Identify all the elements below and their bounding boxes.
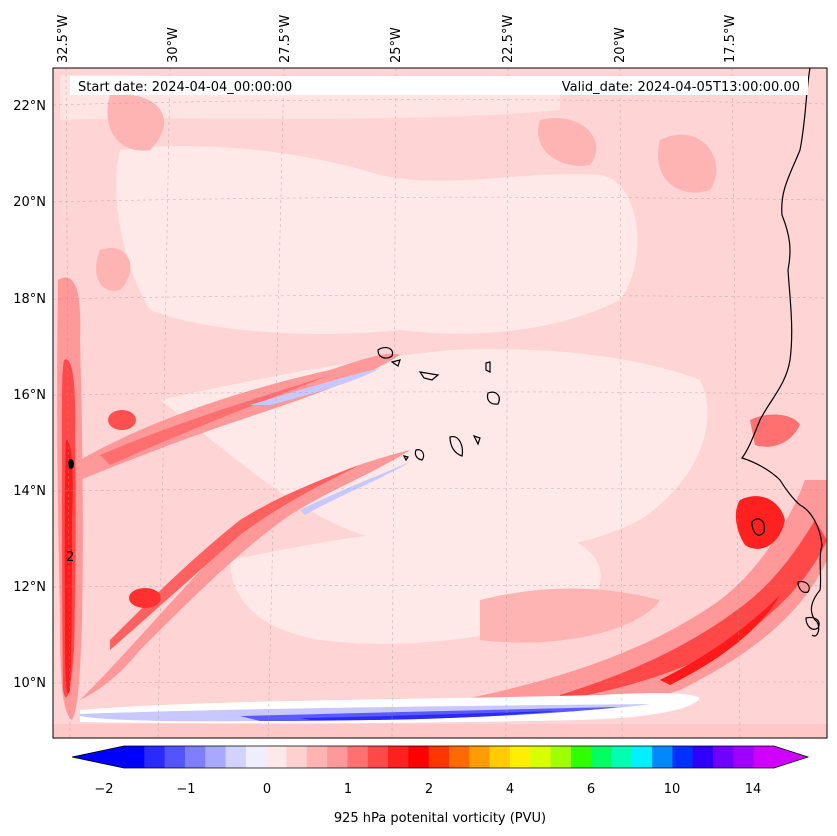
lat-label: 22°N <box>13 99 46 114</box>
lon-label: 22.5°W <box>501 15 516 63</box>
colorbar-segment <box>672 746 694 768</box>
colorbar-segment <box>652 746 674 768</box>
colorbar-segment <box>286 746 308 768</box>
lon-label: 25°W <box>389 27 404 63</box>
lat-label: 12°N <box>13 580 46 595</box>
colorbar-tick: −2 <box>94 782 113 797</box>
colorbar-segment <box>367 746 389 768</box>
colorbar-segment <box>205 746 227 768</box>
map-panel <box>53 68 827 738</box>
map-gridlines <box>53 68 827 738</box>
island-maio <box>472 434 481 446</box>
lat-label: 18°N <box>13 292 46 307</box>
island-fogo <box>414 449 425 461</box>
colorbar-segment <box>591 746 613 768</box>
colorbar-segment <box>469 746 491 768</box>
map-frame <box>52 67 828 739</box>
colorbar-segment <box>449 746 470 768</box>
colorbar-min-extension <box>72 746 124 768</box>
pv-western-band <box>57 277 83 720</box>
lat-label: 16°N <box>13 388 46 403</box>
lon-label: 17.5°W <box>723 15 738 63</box>
colorbar-segment <box>164 746 186 768</box>
colorbar-outline <box>71 745 810 769</box>
colorbar-tick: 2 <box>425 782 433 797</box>
colorbar-ticks: −2 −1 0 1 2 4 6 10 14 <box>94 782 761 797</box>
colorbar-tick: 0 <box>263 782 271 797</box>
date-header-box <box>70 76 808 95</box>
pv-northern-diagonal <box>80 353 400 480</box>
colorbar-segment <box>408 746 430 768</box>
colorbar-segment <box>327 746 349 768</box>
colorbar-segment <box>753 746 775 768</box>
coastline <box>377 68 823 637</box>
colorbar-segment <box>713 746 734 768</box>
lon-label: 20°W <box>613 27 628 63</box>
lon-label: 27.5°W <box>278 15 293 63</box>
island-boa-vista <box>486 391 500 405</box>
island-brava <box>402 455 409 462</box>
valid-date-label: Valid_date: 2024-04-05T13:00:00.00 <box>562 80 800 95</box>
pv-southeast-band <box>460 414 827 712</box>
colorbar-tick: −1 <box>176 782 195 797</box>
colorbar-segment <box>347 746 369 768</box>
colorbar-label: 925 hPa potenital vorticity (PVU) <box>334 811 546 826</box>
colorbar-segment <box>570 746 592 768</box>
colorbar-segment <box>306 746 328 768</box>
lat-label: 14°N <box>13 484 46 499</box>
colorbar-segment <box>692 746 714 768</box>
contour-label: 2 <box>66 550 74 565</box>
colorbar-segment <box>611 746 633 768</box>
colorbar-segment <box>144 746 166 768</box>
colorbar-tick: 14 <box>745 782 762 797</box>
island-bijagos <box>751 518 765 536</box>
colorbar-segment <box>631 746 653 768</box>
latitude-labels: 22°N 20°N 18°N 16°N 14°N 12°N 10°N <box>13 99 46 691</box>
west-africa-coastline <box>741 68 823 637</box>
colorbar-max-extension <box>774 746 808 768</box>
colorbar-tick: 6 <box>587 782 595 797</box>
colorbar-segment <box>733 746 755 768</box>
colorbar-segment <box>489 746 511 768</box>
colorbar-segment <box>388 746 409 768</box>
colorbar-tick: 10 <box>664 782 681 797</box>
colorbar-segment <box>530 746 552 768</box>
colorbar <box>71 745 810 769</box>
island-sal <box>485 361 491 373</box>
pv-medium-regions <box>96 94 717 643</box>
colorbar-segment <box>266 746 288 768</box>
colorbar-tick: 1 <box>344 782 352 797</box>
island-sao-vicente <box>390 359 401 367</box>
colorbar-segment <box>550 746 572 768</box>
lat-label: 10°N <box>13 676 46 691</box>
colorbar-tick: 4 <box>506 782 514 797</box>
island-sao-nicolau <box>418 371 440 381</box>
longitude-labels: 32.5°W 30°W 27.5°W 25°W 22.5°W 20°W 17.5… <box>56 15 738 63</box>
pv-southern-blue-band <box>53 693 827 738</box>
colorbar-segment <box>124 746 145 768</box>
lon-label: 32.5°W <box>56 15 71 63</box>
colorbar-segment <box>509 746 531 768</box>
island-santiago <box>449 436 464 457</box>
colorbar-segment <box>225 746 247 768</box>
lat-label: 20°N <box>13 195 46 210</box>
start-date-label: Start date: 2024-04-04_00:00:00 <box>78 80 292 95</box>
colorbar-segment <box>184 746 206 768</box>
lon-label: 30°W <box>166 27 181 63</box>
island-santo-antao <box>377 346 394 359</box>
colorbar-segment <box>245 746 267 768</box>
colorbar-segment <box>428 746 450 768</box>
